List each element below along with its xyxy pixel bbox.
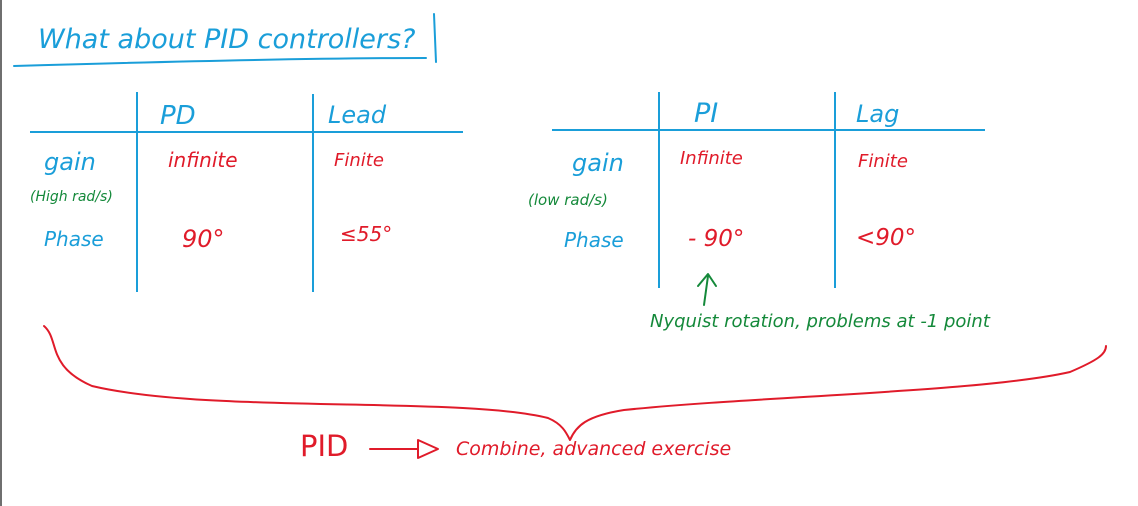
left-edge-border bbox=[0, 0, 2, 506]
pi-phase-value: - 90° bbox=[688, 226, 745, 252]
right-table-divider-1 bbox=[658, 92, 660, 288]
right-gain-label: gain bbox=[572, 149, 624, 177]
title-underline bbox=[13, 57, 427, 67]
right-table-header-line bbox=[552, 129, 985, 131]
pd-gain-value: infinite bbox=[168, 148, 238, 172]
nyquist-note: Nyquist rotation, problems at -1 point bbox=[650, 311, 990, 332]
left-table-header-line bbox=[30, 131, 463, 133]
right-table-divider-2 bbox=[834, 92, 836, 288]
left-col2-header: Lead bbox=[328, 101, 387, 129]
left-gain-sub: (High rad/s) bbox=[30, 189, 113, 205]
left-table-divider-1 bbox=[136, 92, 138, 292]
left-table-divider-2 bbox=[312, 94, 314, 292]
lead-phase-value: ≤55° bbox=[340, 222, 393, 246]
left-gain-label: gain bbox=[44, 148, 96, 176]
pid-label: PID bbox=[300, 429, 349, 463]
left-col1-header: PD bbox=[160, 101, 196, 131]
right-phase-label: Phase bbox=[564, 228, 624, 252]
lag-gain-value: Finite bbox=[858, 151, 908, 172]
lead-gain-value: Finite bbox=[334, 150, 384, 171]
left-phase-label: Phase bbox=[44, 227, 104, 251]
pid-description: Combine, advanced exercise bbox=[456, 438, 732, 460]
right-col1-header: PI bbox=[694, 98, 719, 129]
green-arrow bbox=[697, 273, 717, 306]
lag-phase-value: <90° bbox=[856, 225, 917, 251]
pi-gain-value: Infinite bbox=[680, 148, 743, 169]
pd-phase-value: 90° bbox=[182, 225, 225, 253]
right-gain-sub: (low rad/s) bbox=[528, 191, 608, 209]
right-col2-header: Lag bbox=[856, 100, 900, 128]
pid-arrow-head-icon bbox=[417, 439, 439, 459]
title-bar-mark bbox=[433, 13, 437, 63]
pid-brace bbox=[43, 325, 1107, 441]
page-title: What about PID controllers? bbox=[38, 24, 416, 55]
